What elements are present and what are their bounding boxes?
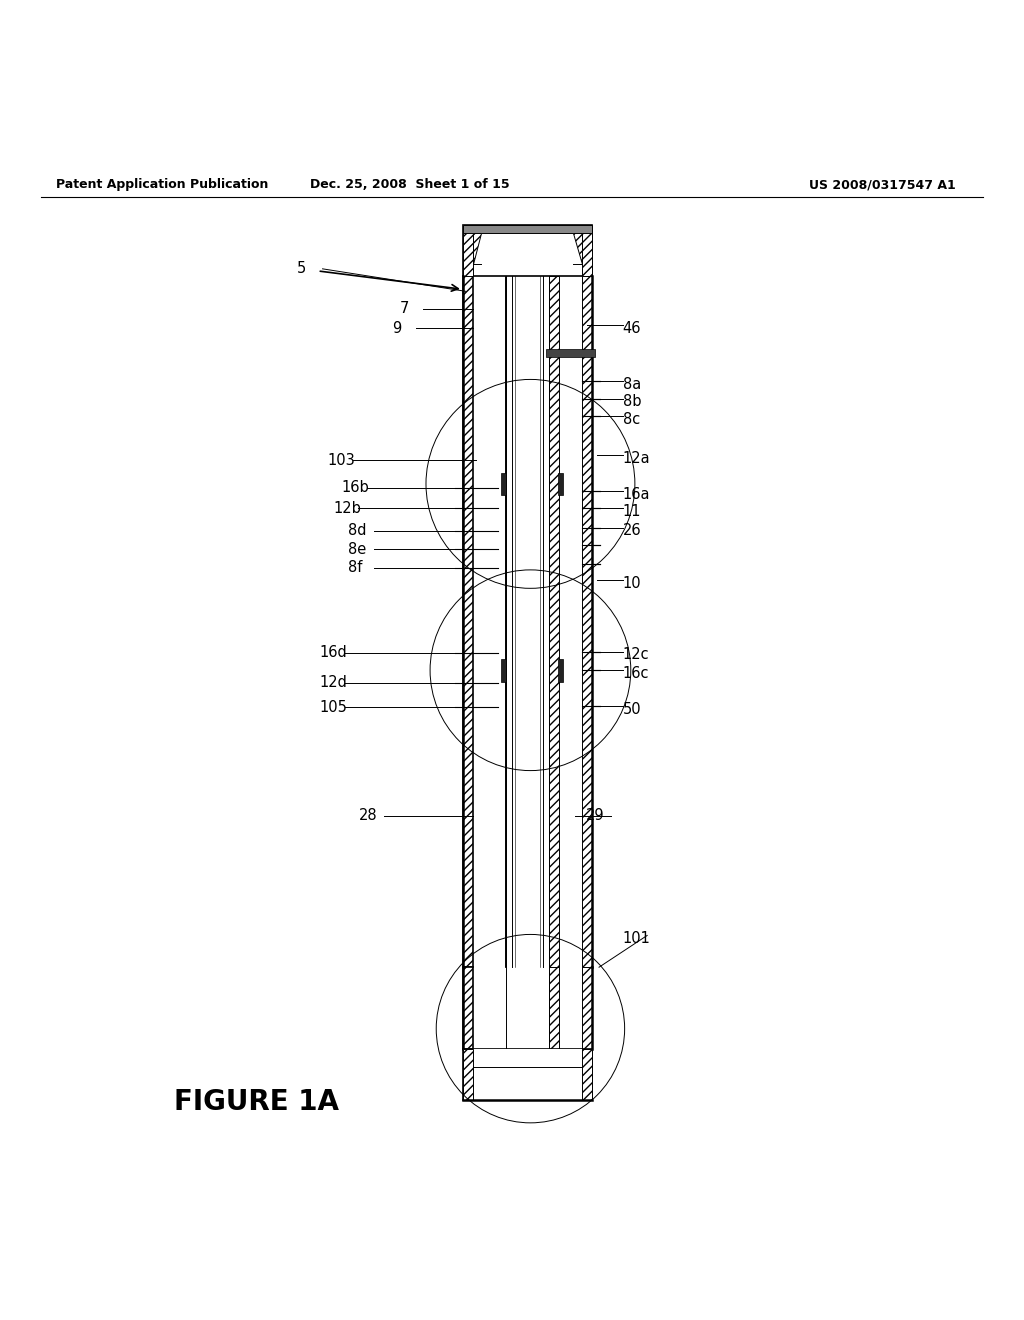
Bar	[582, 224, 592, 276]
Bar	[463, 1049, 592, 1101]
Text: 9: 9	[392, 321, 401, 335]
Text: 16b: 16b	[341, 480, 369, 495]
Text: 8d: 8d	[348, 524, 367, 539]
Bar	[558, 659, 563, 681]
Text: 12c: 12c	[623, 647, 649, 663]
Bar	[582, 1049, 592, 1101]
Bar	[463, 1049, 473, 1101]
Bar	[463, 968, 473, 1049]
Text: 10: 10	[623, 576, 641, 591]
Text: 16c: 16c	[623, 665, 649, 681]
Text: Patent Application Publication: Patent Application Publication	[56, 178, 268, 191]
Text: 8b: 8b	[623, 395, 641, 409]
Bar	[463, 224, 592, 234]
Text: Dec. 25, 2008  Sheet 1 of 15: Dec. 25, 2008 Sheet 1 of 15	[310, 178, 509, 191]
Bar	[505, 276, 506, 968]
Text: 50: 50	[623, 702, 641, 717]
Text: 8e: 8e	[348, 543, 367, 557]
Bar	[502, 473, 506, 495]
Text: 16d: 16d	[319, 645, 347, 660]
Text: 29: 29	[586, 808, 604, 824]
Bar	[463, 276, 473, 968]
Text: 26: 26	[623, 524, 641, 539]
Bar	[463, 224, 473, 276]
Polygon shape	[473, 234, 481, 264]
Bar	[559, 276, 582, 968]
Text: 8f: 8f	[348, 560, 362, 576]
Bar	[549, 276, 559, 968]
Text: 103: 103	[328, 453, 355, 467]
Polygon shape	[573, 234, 582, 264]
Bar	[549, 968, 559, 1049]
Text: 5: 5	[297, 261, 306, 276]
Bar	[502, 659, 506, 681]
Text: FIGURE 1A: FIGURE 1A	[174, 1089, 339, 1117]
Bar	[546, 348, 595, 356]
Text: 16a: 16a	[623, 487, 650, 502]
Text: 105: 105	[319, 700, 347, 714]
Text: 12b: 12b	[334, 502, 361, 516]
Text: 8c: 8c	[623, 412, 640, 426]
Bar	[582, 276, 592, 968]
Text: US 2008/0317547 A1: US 2008/0317547 A1	[809, 178, 955, 191]
Text: 8a: 8a	[623, 378, 641, 392]
Text: 12d: 12d	[319, 675, 347, 690]
Text: 28: 28	[358, 808, 377, 824]
Text: 7: 7	[399, 301, 409, 317]
Text: 101: 101	[623, 931, 650, 946]
Text: 46: 46	[623, 321, 641, 335]
Text: 12a: 12a	[623, 450, 650, 466]
Bar	[473, 224, 582, 276]
Bar	[473, 1049, 582, 1101]
Bar	[463, 224, 592, 276]
Text: 11: 11	[623, 504, 641, 519]
Bar	[558, 473, 563, 495]
Bar	[582, 968, 592, 1049]
